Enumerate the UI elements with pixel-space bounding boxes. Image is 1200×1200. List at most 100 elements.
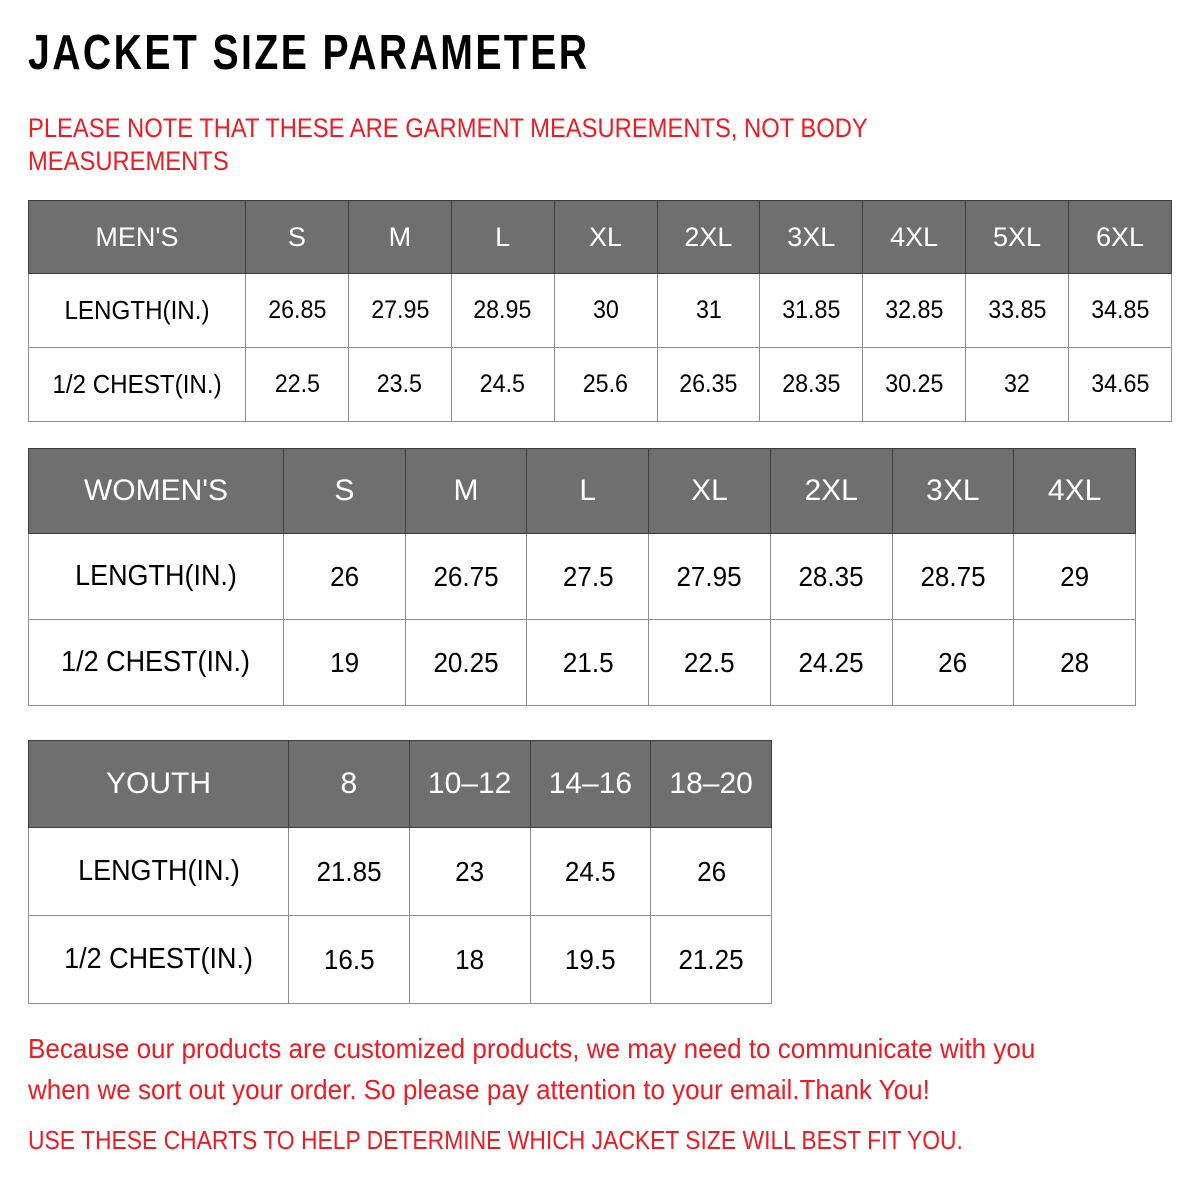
women-measurement-cell: 26	[283, 533, 406, 620]
youth-measurement-cell: 18	[408, 915, 531, 1004]
footer-customization-note: Because our products are customized prod…	[28, 1033, 1036, 1105]
youth-measurement-cell: 23	[408, 827, 531, 916]
women-header-row: WOMEN'S S M L XL 2XL 3XL 4XL	[28, 448, 1136, 534]
men-measurement-value: 24.5	[480, 370, 526, 398]
women-measurement-cell: 21.5	[526, 619, 650, 706]
men-measurement-value: 25.6	[582, 370, 629, 398]
women-column-header-text: 2XL	[804, 474, 858, 507]
women-measurement-cell: 19	[283, 619, 406, 706]
youth-measurement-cell: 26	[650, 827, 772, 916]
women-measurement-cell: 28.35	[769, 533, 893, 620]
women-header-label: WOMEN'S	[28, 448, 284, 534]
men-measurement-cell: 27.95	[347, 273, 452, 348]
men-column-header-text: XL	[589, 221, 623, 252]
women-measurement-value: 21.5	[562, 646, 614, 678]
women-measurement-value: 28.75	[920, 560, 986, 592]
women-measurement-cell: 27.5	[526, 533, 650, 620]
youth-measurement-value: 19.5	[565, 943, 616, 975]
women-measurement-cell: 28.75	[891, 533, 1015, 620]
footer-usage-note: USE THESE CHARTS TO HELP DETERMINE WHICH…	[28, 1125, 963, 1155]
youth-header-label: YOUTH	[28, 740, 289, 828]
mens-table-head: MEN'S S M L XL 2XL 3XL 4XL 5XL 6XL	[28, 200, 1172, 274]
women-column-header-text: S	[334, 474, 355, 507]
women-measurement-cell: 26	[891, 619, 1015, 706]
men-measurement-value: 32	[1004, 370, 1030, 398]
youth-measurement-value: 21.85	[316, 855, 382, 887]
youth-table-head: YOUTH 8 10–12 14–16 18–20	[28, 740, 772, 828]
men-measurement-value: 26.35	[679, 370, 738, 398]
men-column-header: 3XL	[759, 200, 864, 274]
men-measurement-cell: 25.6	[553, 347, 658, 422]
youth-measurement-value: 21.25	[678, 943, 744, 975]
men-measurement-cell: 28.95	[450, 273, 555, 348]
men-row-label-text: LENGTH(IN.)	[64, 295, 210, 325]
men-column-header: 4XL	[862, 200, 967, 274]
men-column-header: XL	[553, 200, 658, 274]
women-column-header-text: M	[453, 474, 479, 507]
men-column-header-text: S	[287, 221, 306, 252]
men-measurement-cell: 24.5	[450, 347, 555, 422]
youth-measurement-cell: 19.5	[529, 915, 652, 1004]
men-measurement-value: 34.65	[1090, 370, 1150, 398]
women-column-header-text: XL	[691, 474, 728, 507]
men-row-label-text: 1/2 CHEST(IN.)	[52, 369, 222, 399]
women-measurement-cell: 24.25	[769, 619, 893, 706]
youth-column-header-text: 10–12	[427, 767, 512, 800]
women-measurement-value: 20.25	[433, 646, 499, 678]
women-measurement-cell: 28	[1013, 619, 1136, 706]
youth-table-body: LENGTH(IN.) 21.85 23 24.5 26 1/2 CHEST(IN.) 16…	[28, 827, 772, 1004]
table-row: 1/2 CHEST(IN.) 19 20.25 21.5 22.5 24.25 26 28	[28, 619, 1136, 706]
women-header-label-text: WOMEN'S	[83, 474, 229, 507]
table-row: LENGTH(IN.) 21.85 23 24.5 26	[28, 827, 772, 916]
men-column-header: S	[245, 200, 349, 274]
women-column-header: S	[283, 448, 406, 534]
youth-column-header: 8	[288, 740, 410, 828]
women-column-header: 4XL	[1013, 448, 1136, 534]
men-measurement-cell: 34.85	[1068, 273, 1172, 348]
men-measurement-value: 32.85	[885, 296, 944, 324]
youth-column-header-text: 18–20	[669, 767, 753, 800]
women-measurement-value: 29	[1060, 560, 1090, 592]
womens-size-table: WOMEN'S S M L XL 2XL 3XL 4XL LENGTH(IN.) 26 26.75…	[28, 448, 1136, 706]
women-measurement-cell: 22.5	[648, 619, 771, 706]
men-measurement-value: 31	[695, 296, 722, 324]
womens-table-body: LENGTH(IN.) 26 26.75 27.5 27.95 28.35 28.75 29 1…	[28, 533, 1136, 706]
page-title: JACKET SIZE PARAMETER	[28, 26, 590, 80]
youth-measurement-cell: 21.25	[650, 915, 772, 1004]
women-measurement-value: 28.35	[798, 560, 864, 592]
youth-measurement-value: 18	[455, 943, 485, 975]
men-measurement-value: 30.25	[885, 370, 944, 398]
men-header-row: MEN'S S M L XL 2XL 3XL 4XL 5XL 6XL	[28, 200, 1172, 274]
men-row-label: 1/2 CHEST(IN.)	[28, 347, 246, 422]
youth-column-header-text: 8	[340, 767, 358, 800]
men-measurement-cell: 30.25	[862, 347, 967, 422]
men-measurement-value: 28.95	[473, 296, 532, 324]
women-measurement-value: 26	[938, 646, 968, 678]
women-measurement-cell: 20.25	[404, 619, 528, 706]
youth-measurement-cell: 21.85	[288, 827, 410, 916]
women-column-header: 2XL	[769, 448, 893, 534]
men-measurement-cell: 31.85	[759, 273, 864, 348]
men-measurement-value: 33.85	[987, 296, 1047, 324]
women-row-label: LENGTH(IN.)	[28, 533, 284, 620]
men-column-header: 6XL	[1068, 200, 1172, 274]
table-row: LENGTH(IN.) 26 26.75 27.5 27.95 28.35 28.75 29	[28, 533, 1136, 620]
men-header-label-text: MEN'S	[95, 221, 179, 252]
youth-measurement-value: 23	[455, 855, 485, 887]
women-measurement-cell: 26.75	[404, 533, 528, 620]
garment-measurement-note: PLEASE NOTE THAT THESE ARE GARMENT MEASU…	[28, 113, 868, 176]
table-row: 1/2 CHEST(IN.) 22.5 23.5 24.5 25.6 26.35 28.35…	[28, 347, 1172, 422]
men-column-header: M	[347, 200, 452, 274]
men-measurement-value: 23.5	[377, 370, 423, 398]
men-column-header: 5XL	[965, 200, 1069, 274]
women-measurement-value: 27.95	[676, 560, 743, 592]
men-measurement-value: 28.35	[782, 370, 841, 398]
men-measurement-cell: 28.35	[759, 347, 864, 422]
youth-column-header: 10–12	[408, 740, 531, 828]
men-column-header-text: 4XL	[890, 221, 939, 252]
youth-column-header: 18–20	[650, 740, 772, 828]
men-header-label: MEN'S	[28, 200, 246, 274]
youth-measurement-value: 26	[696, 855, 726, 887]
women-row-label-text: 1/2 CHEST(IN.)	[61, 646, 251, 678]
